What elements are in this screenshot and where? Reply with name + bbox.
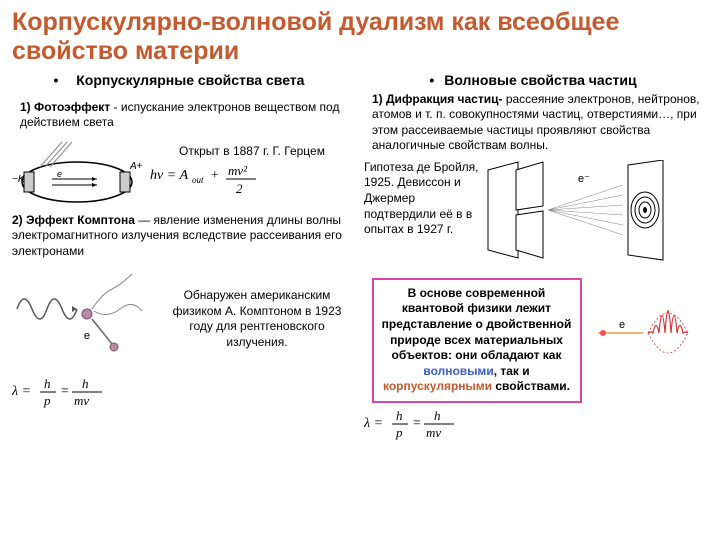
svg-text:A+: A+ bbox=[129, 161, 142, 172]
right-subtitle: • Волновые свойства частиц bbox=[364, 72, 708, 88]
mid-word: , так и bbox=[494, 364, 530, 378]
svg-text:+: + bbox=[210, 168, 219, 183]
svg-text:2: 2 bbox=[236, 181, 243, 196]
photo-formula: hν = A out + mv² 2 bbox=[148, 163, 356, 199]
svg-text:=: = bbox=[412, 416, 421, 431]
de-broglie-text: Гипотеза де Бройля, 1925. Девиссон и Дже… bbox=[364, 160, 479, 238]
corp-word: корпускулярными bbox=[383, 379, 492, 393]
diffraction-title: 1) Дифракция частиц- bbox=[372, 92, 502, 106]
right-column: • Волновые свойства частиц 1) Дифракция … bbox=[364, 72, 708, 442]
svg-text:e: e bbox=[84, 330, 90, 342]
svg-text:out: out bbox=[192, 175, 204, 185]
svg-text:mv²: mv² bbox=[228, 163, 248, 178]
compton-row: e Обнаружен американским физиком А. Комп… bbox=[12, 269, 356, 369]
svg-text:λ =: λ = bbox=[364, 416, 383, 431]
lambda-formula-left: λ = h p = h mv bbox=[12, 375, 356, 409]
boxed-row: В основе современной квантовой физики ле… bbox=[364, 274, 708, 407]
photo-title: 1) Фотоэффект bbox=[20, 100, 110, 114]
svg-text:mv: mv bbox=[74, 393, 89, 408]
compton-title: 2) Эффект Комптона bbox=[12, 213, 135, 227]
svg-text:=: = bbox=[60, 384, 69, 399]
boxed-text: В основе современной квантовой физики ле… bbox=[382, 286, 572, 362]
svg-text:e: e bbox=[57, 169, 62, 179]
compton-diagram: e bbox=[12, 269, 152, 369]
svg-text:h: h bbox=[396, 408, 403, 423]
electron-label-2: e bbox=[619, 319, 625, 331]
svg-text:h: h bbox=[434, 408, 441, 423]
wave-packet-diagram bbox=[593, 283, 708, 398]
columns: • Корпускулярные свойства света 1) Фотоэ… bbox=[12, 72, 708, 442]
svg-text:−K: −K bbox=[12, 174, 26, 185]
diffraction-text: 1) Дифракция частиц- рассеяние электроно… bbox=[372, 92, 708, 154]
compton-text: 2) Эффект Комптона — явление изменения д… bbox=[12, 213, 356, 260]
photo-discovered: Открыт в 1887 г. Г. Герцем bbox=[148, 144, 356, 160]
svg-text:mv: mv bbox=[426, 425, 441, 440]
wave-word: волновыми bbox=[423, 364, 493, 378]
left-column: • Корпускулярные свойства света 1) Фотоэ… bbox=[12, 72, 356, 442]
electron-label-1: e⁻ bbox=[578, 172, 590, 185]
svg-text:λ =: λ = bbox=[12, 384, 31, 399]
compton-discovered: Обнаружен американским физиком А. Компто… bbox=[158, 288, 356, 350]
svg-text:h: h bbox=[44, 376, 51, 391]
photoeffect-diagram: −K A+ e bbox=[12, 137, 142, 207]
svg-text:p: p bbox=[395, 425, 403, 440]
svg-text:p: p bbox=[43, 393, 51, 408]
page-title: Корпускулярно-волновой дуализм как всеоб… bbox=[12, 8, 708, 66]
conclusion-box: В основе современной квантовой физики ле… bbox=[372, 278, 582, 403]
photoeffect-row: −K A+ e Открыт в 1887 г. Г. Герцем hν = … bbox=[12, 137, 356, 207]
left-subtitle: • Корпускулярные свойства света bbox=[12, 72, 356, 88]
svg-text:h: h bbox=[82, 376, 89, 391]
end-word: свойствами. bbox=[492, 379, 570, 393]
svg-text:hν = A: hν = A bbox=[150, 168, 189, 183]
photoeffect-text: 1) Фотоэффект - испускание электронов ве… bbox=[20, 100, 356, 131]
lambda-formula-right: λ = h p = h mv bbox=[364, 407, 702, 441]
de-broglie-row: Гипотеза де Бройля, 1925. Девиссон и Дже… bbox=[364, 160, 708, 270]
